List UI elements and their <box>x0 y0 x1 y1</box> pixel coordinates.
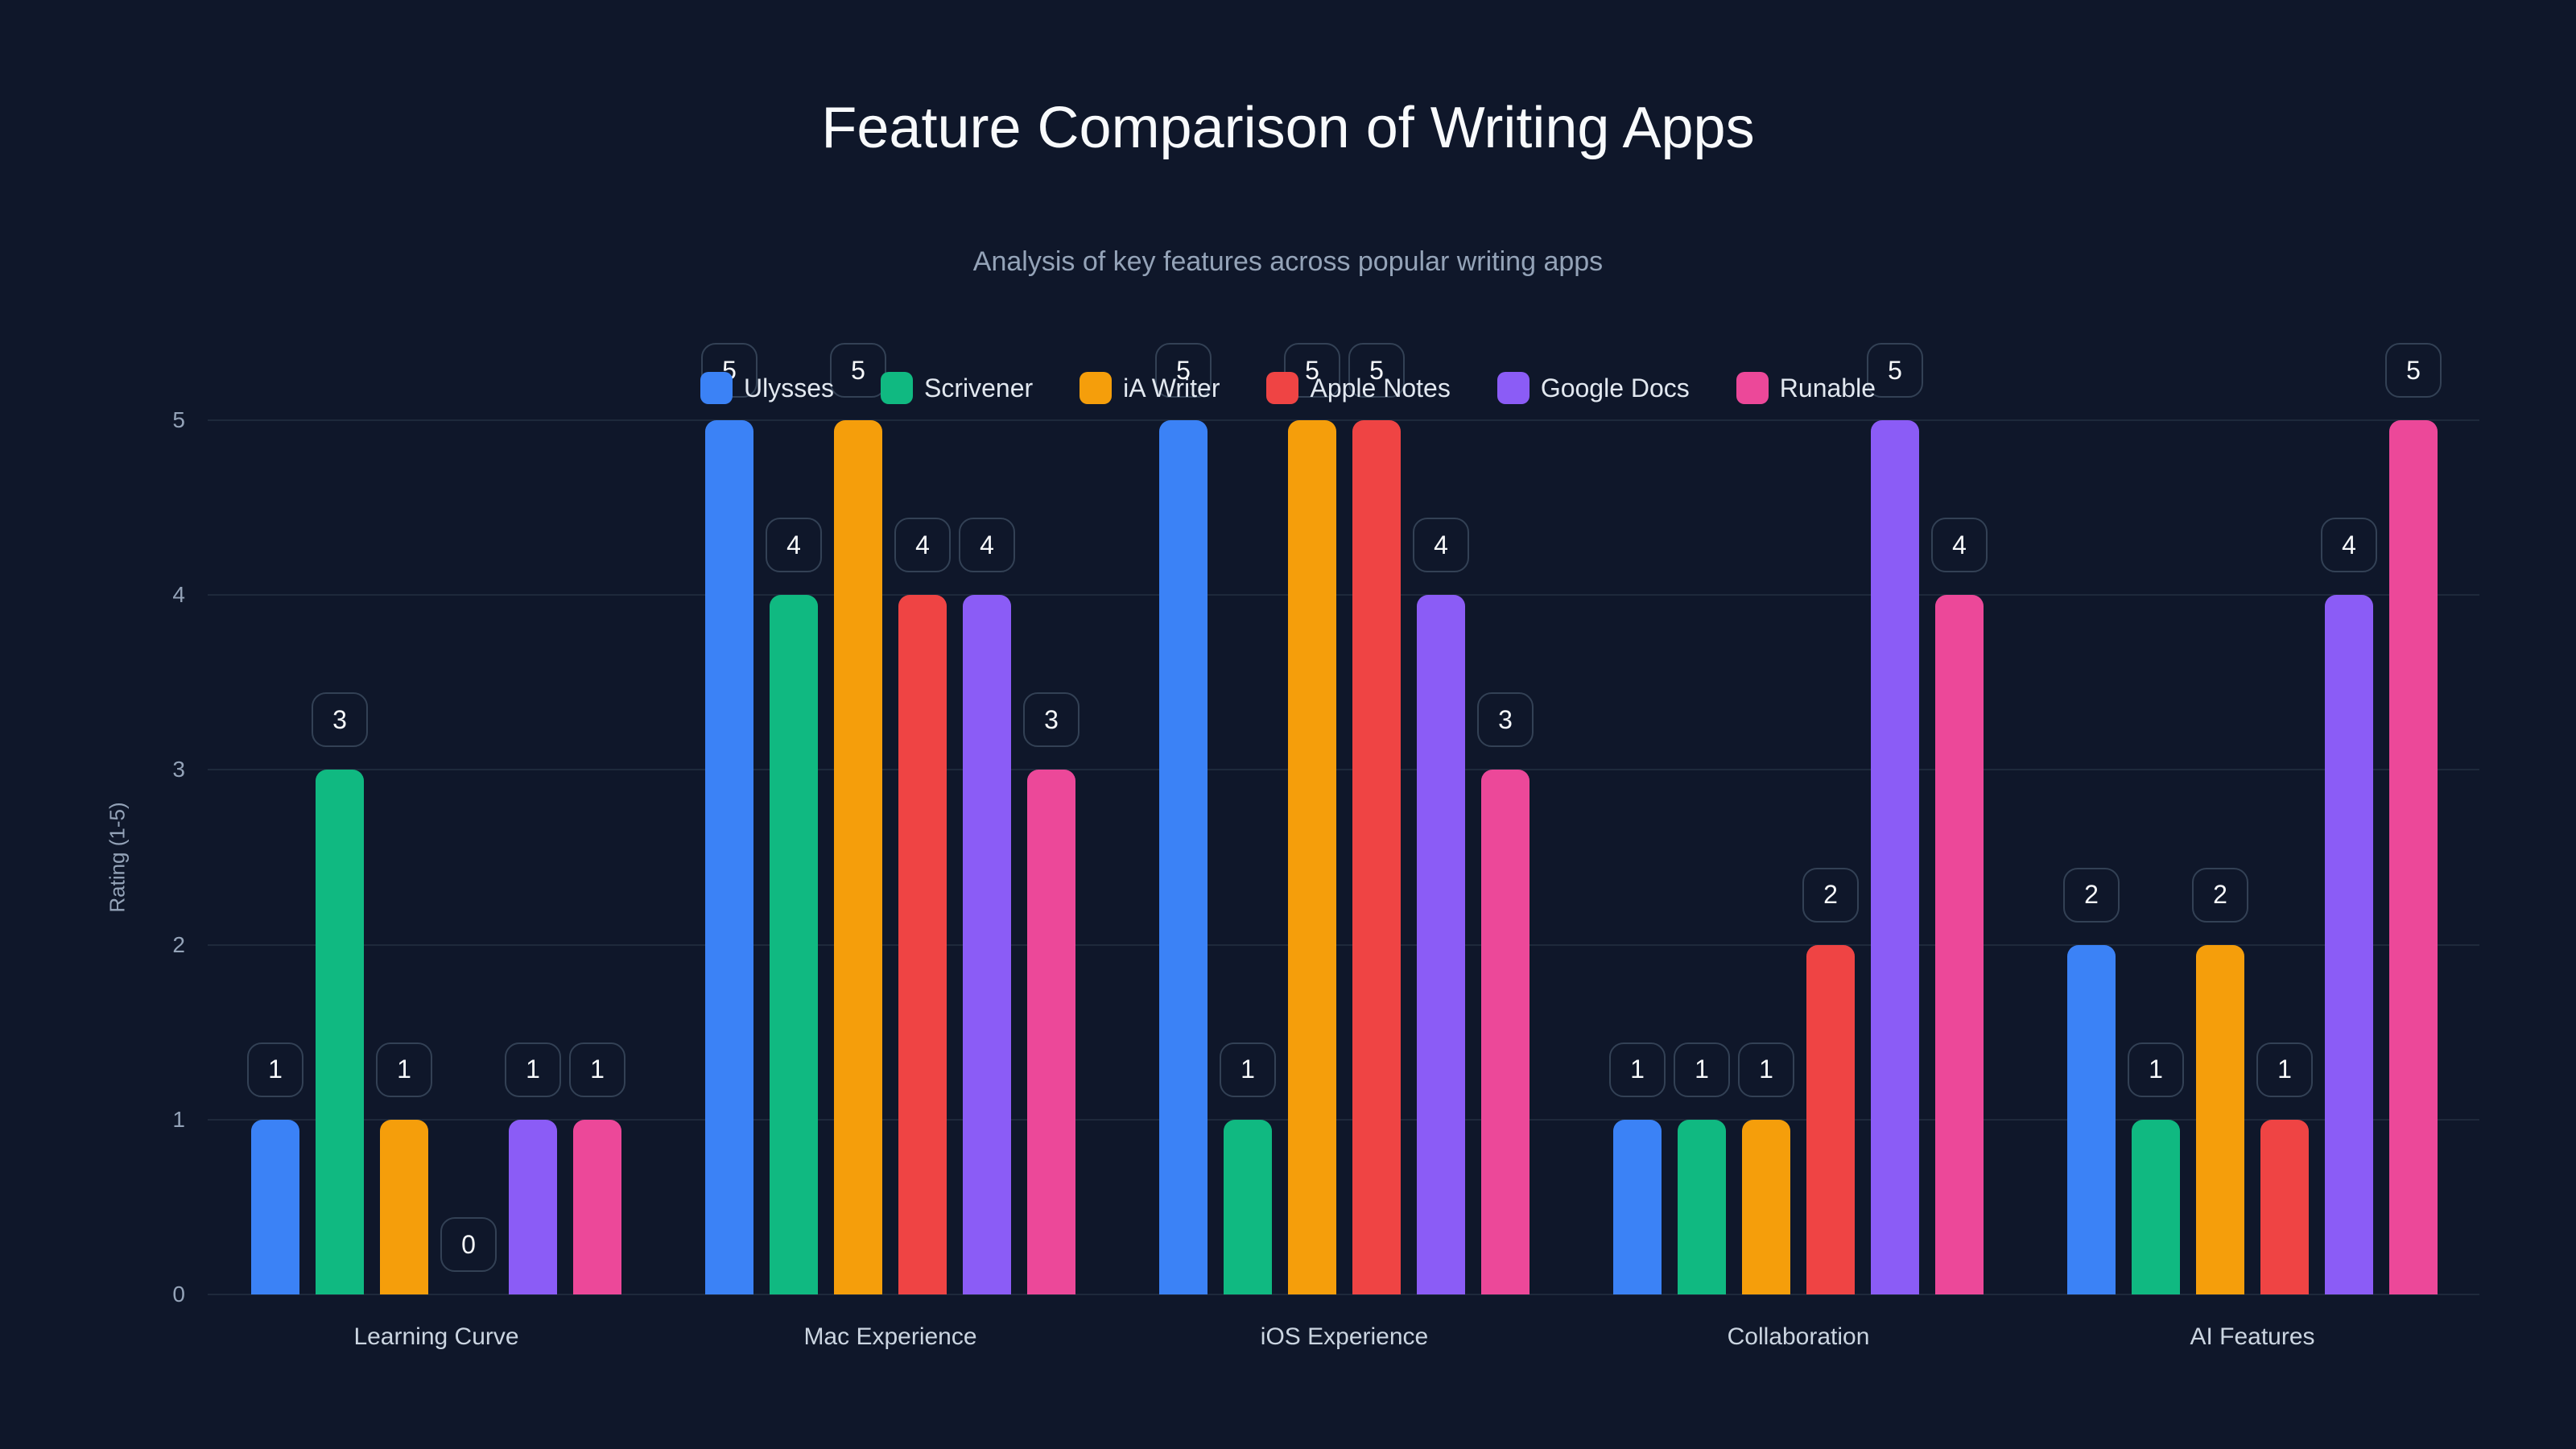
bar[interactable] <box>1871 420 1919 1294</box>
legend-swatch-icon <box>700 372 733 404</box>
bar[interactable] <box>2196 944 2244 1294</box>
value-label: 2 <box>2063 867 2120 923</box>
bar[interactable] <box>1806 944 1855 1294</box>
value-label: 2 <box>2192 867 2248 923</box>
legend-item[interactable]: Apple Notes <box>1266 372 1451 404</box>
value-label: 1 <box>505 1042 561 1097</box>
y-tick-label: 5 <box>172 407 185 432</box>
legend-label: Scrivener <box>924 373 1034 402</box>
bar[interactable] <box>770 595 818 1294</box>
bar[interactable] <box>1352 420 1401 1294</box>
value-label: 4 <box>766 518 822 573</box>
value-label: 2 <box>1802 867 1859 923</box>
x-tick-label: Collaboration <box>1727 1323 1870 1350</box>
value-label: 4 <box>894 518 951 573</box>
bar[interactable] <box>963 595 1011 1294</box>
legend-swatch-icon <box>1736 372 1769 404</box>
y-axis-label: Rating (1-5) <box>105 802 130 913</box>
bar[interactable] <box>2325 595 2373 1294</box>
y-tick-label: 4 <box>172 582 185 608</box>
value-label: 1 <box>1609 1042 1666 1097</box>
bar[interactable] <box>1159 420 1208 1294</box>
legend-item[interactable]: iA Writer <box>1080 372 1220 404</box>
gridline <box>208 419 2479 421</box>
bar[interactable] <box>1027 770 1075 1294</box>
gridline <box>208 943 2479 946</box>
value-label: 1 <box>376 1042 432 1097</box>
legend-label: Ulysses <box>744 373 835 402</box>
legend-label: Apple Notes <box>1310 373 1451 402</box>
legend-swatch-icon <box>881 372 914 404</box>
value-label: 4 <box>2321 518 2377 573</box>
bar[interactable] <box>1613 1119 1662 1294</box>
bar[interactable] <box>1742 1119 1790 1294</box>
bar[interactable] <box>1288 420 1336 1294</box>
bar[interactable] <box>380 1119 428 1294</box>
legend-item[interactable]: Scrivener <box>881 372 1033 404</box>
value-label: 1 <box>2256 1042 2313 1097</box>
bar[interactable] <box>1224 1119 1272 1294</box>
bar[interactable] <box>1678 1119 1726 1294</box>
legend-item[interactable]: Runable <box>1736 372 1876 404</box>
bar[interactable] <box>509 1119 557 1294</box>
x-tick-label: Mac Experience <box>803 1323 977 1350</box>
x-tick-label: iOS Experience <box>1260 1323 1429 1350</box>
bar[interactable] <box>1481 770 1530 1294</box>
legend-item[interactable]: Ulysses <box>700 372 834 404</box>
bar[interactable] <box>316 770 364 1294</box>
value-label: 1 <box>1738 1042 1794 1097</box>
value-label: 1 <box>569 1042 625 1097</box>
bar[interactable] <box>251 1119 299 1294</box>
value-label: 3 <box>312 692 368 748</box>
legend-label: iA Writer <box>1123 373 1220 402</box>
value-label: 5 <box>1155 343 1212 398</box>
legend-swatch-icon <box>1080 372 1113 404</box>
value-label: 4 <box>1931 518 1988 573</box>
value-label: 5 <box>2385 343 2442 398</box>
bar[interactable] <box>573 1119 621 1294</box>
value-label: 5 <box>1348 343 1405 398</box>
y-tick-label: 1 <box>172 1106 185 1132</box>
legend-item[interactable]: Google Docs <box>1496 372 1690 404</box>
y-tick-label: 3 <box>172 757 185 782</box>
gridline <box>208 1294 2479 1295</box>
bar[interactable] <box>834 420 882 1294</box>
bar[interactable] <box>2260 1119 2309 1294</box>
gridline <box>208 594 2479 597</box>
bar[interactable] <box>1935 595 1984 1294</box>
value-label: 1 <box>2128 1042 2184 1097</box>
bar[interactable] <box>2389 420 2438 1294</box>
legend-label: Google Docs <box>1540 373 1690 402</box>
chart-subtitle: Analysis of key features across popular … <box>972 246 1604 277</box>
value-label: 4 <box>959 518 1015 573</box>
y-tick-label: 0 <box>172 1282 185 1307</box>
value-label: 5 <box>830 343 886 398</box>
legend-label: Runable <box>1779 373 1876 402</box>
gridline <box>208 769 2479 771</box>
bar[interactable] <box>2067 944 2116 1294</box>
value-label: 3 <box>1477 692 1534 748</box>
legend-swatch-icon <box>1496 372 1530 404</box>
x-tick-label: AI Features <box>2190 1323 2315 1350</box>
legend-swatch-icon <box>1266 372 1299 404</box>
bar[interactable] <box>2132 1119 2180 1294</box>
bar[interactable] <box>705 420 753 1294</box>
value-label: 5 <box>1867 343 1923 398</box>
chart-title: Feature Comparison of Writing Apps <box>821 96 1755 160</box>
bar[interactable] <box>1417 595 1465 1294</box>
value-label: 1 <box>247 1042 303 1097</box>
value-label: 0 <box>440 1217 497 1272</box>
value-label: 1 <box>1674 1042 1730 1097</box>
x-tick-label: Learning Curve <box>353 1323 519 1350</box>
bar[interactable] <box>898 595 947 1294</box>
y-tick-label: 2 <box>172 931 185 957</box>
value-label: 3 <box>1023 692 1080 748</box>
legend: Ulysses Scrivener iA Writer Apple Notes Goog… <box>0 372 2576 404</box>
value-label: 1 <box>1220 1042 1276 1097</box>
gridline <box>208 1118 2479 1121</box>
value-label: 4 <box>1413 518 1469 573</box>
